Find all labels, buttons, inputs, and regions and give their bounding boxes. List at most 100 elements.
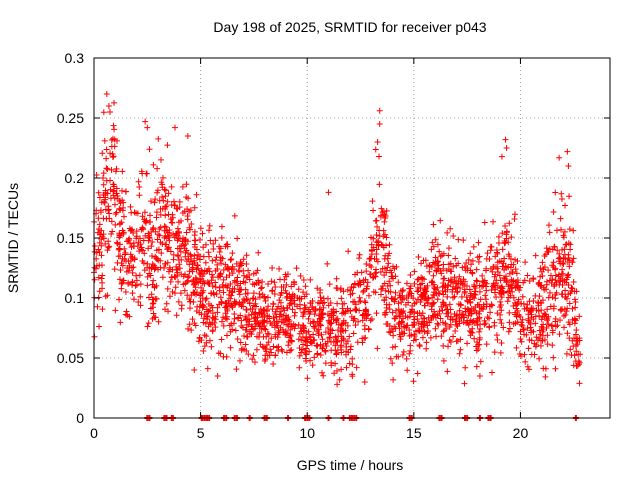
data-point	[510, 294, 517, 301]
data-point	[543, 278, 550, 285]
data-point	[457, 346, 464, 353]
data-point	[218, 318, 225, 325]
data-point	[576, 313, 583, 320]
data-point	[497, 291, 504, 298]
data-point	[497, 349, 504, 356]
data-point	[469, 257, 476, 264]
x-axis-label: GPS time / hours	[297, 457, 404, 473]
data-point	[318, 331, 325, 338]
data-point	[116, 276, 123, 283]
data-point	[158, 156, 165, 163]
data-point	[490, 280, 497, 287]
data-point	[125, 280, 132, 287]
data-point	[325, 302, 332, 309]
data-point	[461, 263, 468, 270]
data-point	[451, 278, 458, 285]
data-point	[432, 261, 439, 268]
data-point	[193, 291, 200, 298]
data-point	[246, 330, 253, 337]
data-point	[555, 271, 562, 278]
data-point	[367, 317, 374, 324]
data-point	[141, 218, 148, 225]
data-point	[428, 246, 435, 253]
data-point	[453, 321, 460, 328]
data-point	[412, 336, 419, 343]
data-point	[224, 263, 231, 270]
data-point	[289, 291, 296, 298]
data-point	[140, 260, 147, 267]
chart-title: Day 198 of 2025, SRMTID for receiver p04…	[213, 19, 486, 35]
data-point	[181, 208, 188, 215]
data-point	[120, 277, 127, 284]
data-point	[558, 291, 565, 298]
data-point	[447, 225, 454, 232]
data-point	[564, 259, 571, 266]
data-point	[559, 306, 566, 313]
data-point	[344, 338, 351, 345]
data-point	[103, 146, 110, 153]
data-point	[269, 306, 276, 313]
data-point	[200, 253, 207, 260]
data-point	[183, 247, 190, 254]
data-point	[242, 341, 249, 348]
data-point	[351, 280, 358, 287]
data-point	[317, 316, 324, 323]
data-point	[327, 320, 334, 327]
data-point	[226, 272, 233, 279]
data-point	[220, 322, 227, 329]
data-point	[572, 299, 579, 306]
data-point	[395, 300, 402, 307]
data-point	[107, 150, 114, 157]
data-point	[223, 313, 230, 320]
data-point	[307, 300, 314, 307]
data-point	[374, 258, 381, 265]
data-point	[280, 319, 287, 326]
data-point	[220, 314, 227, 321]
data-point	[343, 343, 350, 350]
data-point	[439, 307, 446, 314]
data-point	[493, 247, 500, 254]
data-point	[103, 155, 110, 162]
data-point	[100, 175, 107, 182]
data-point	[243, 252, 250, 259]
data-point	[149, 226, 156, 233]
data-point	[570, 362, 577, 369]
data-point	[158, 179, 165, 186]
data-point	[566, 226, 573, 233]
data-point	[461, 290, 468, 297]
data-point	[421, 276, 428, 283]
data-point	[349, 290, 356, 297]
data-point	[309, 362, 316, 369]
data-point	[208, 343, 215, 350]
data-point	[395, 279, 402, 286]
data-point	[149, 238, 156, 245]
data-point	[534, 299, 541, 306]
data-point	[149, 261, 156, 268]
data-point	[503, 273, 510, 280]
data-point	[514, 318, 521, 325]
data-point	[526, 277, 533, 284]
data-point	[560, 312, 567, 319]
data-point	[505, 328, 512, 335]
data-point	[254, 267, 261, 274]
data-point	[562, 241, 569, 248]
data-point	[445, 277, 452, 284]
data-point	[542, 373, 549, 380]
data-point	[467, 267, 474, 274]
y-tick-label: 0.1	[65, 290, 85, 306]
data-point	[223, 300, 230, 307]
data-point	[306, 348, 313, 355]
data-point	[552, 323, 559, 330]
data-point	[104, 292, 111, 299]
data-point	[570, 278, 577, 285]
data-point	[380, 227, 387, 234]
data-point	[397, 294, 404, 301]
data-point	[328, 320, 335, 327]
data-point	[255, 279, 262, 286]
data-point	[481, 219, 488, 226]
data-point	[204, 279, 211, 286]
data-point	[506, 319, 513, 326]
data-point	[145, 320, 152, 327]
data-point	[292, 309, 299, 316]
data-point	[163, 300, 170, 307]
